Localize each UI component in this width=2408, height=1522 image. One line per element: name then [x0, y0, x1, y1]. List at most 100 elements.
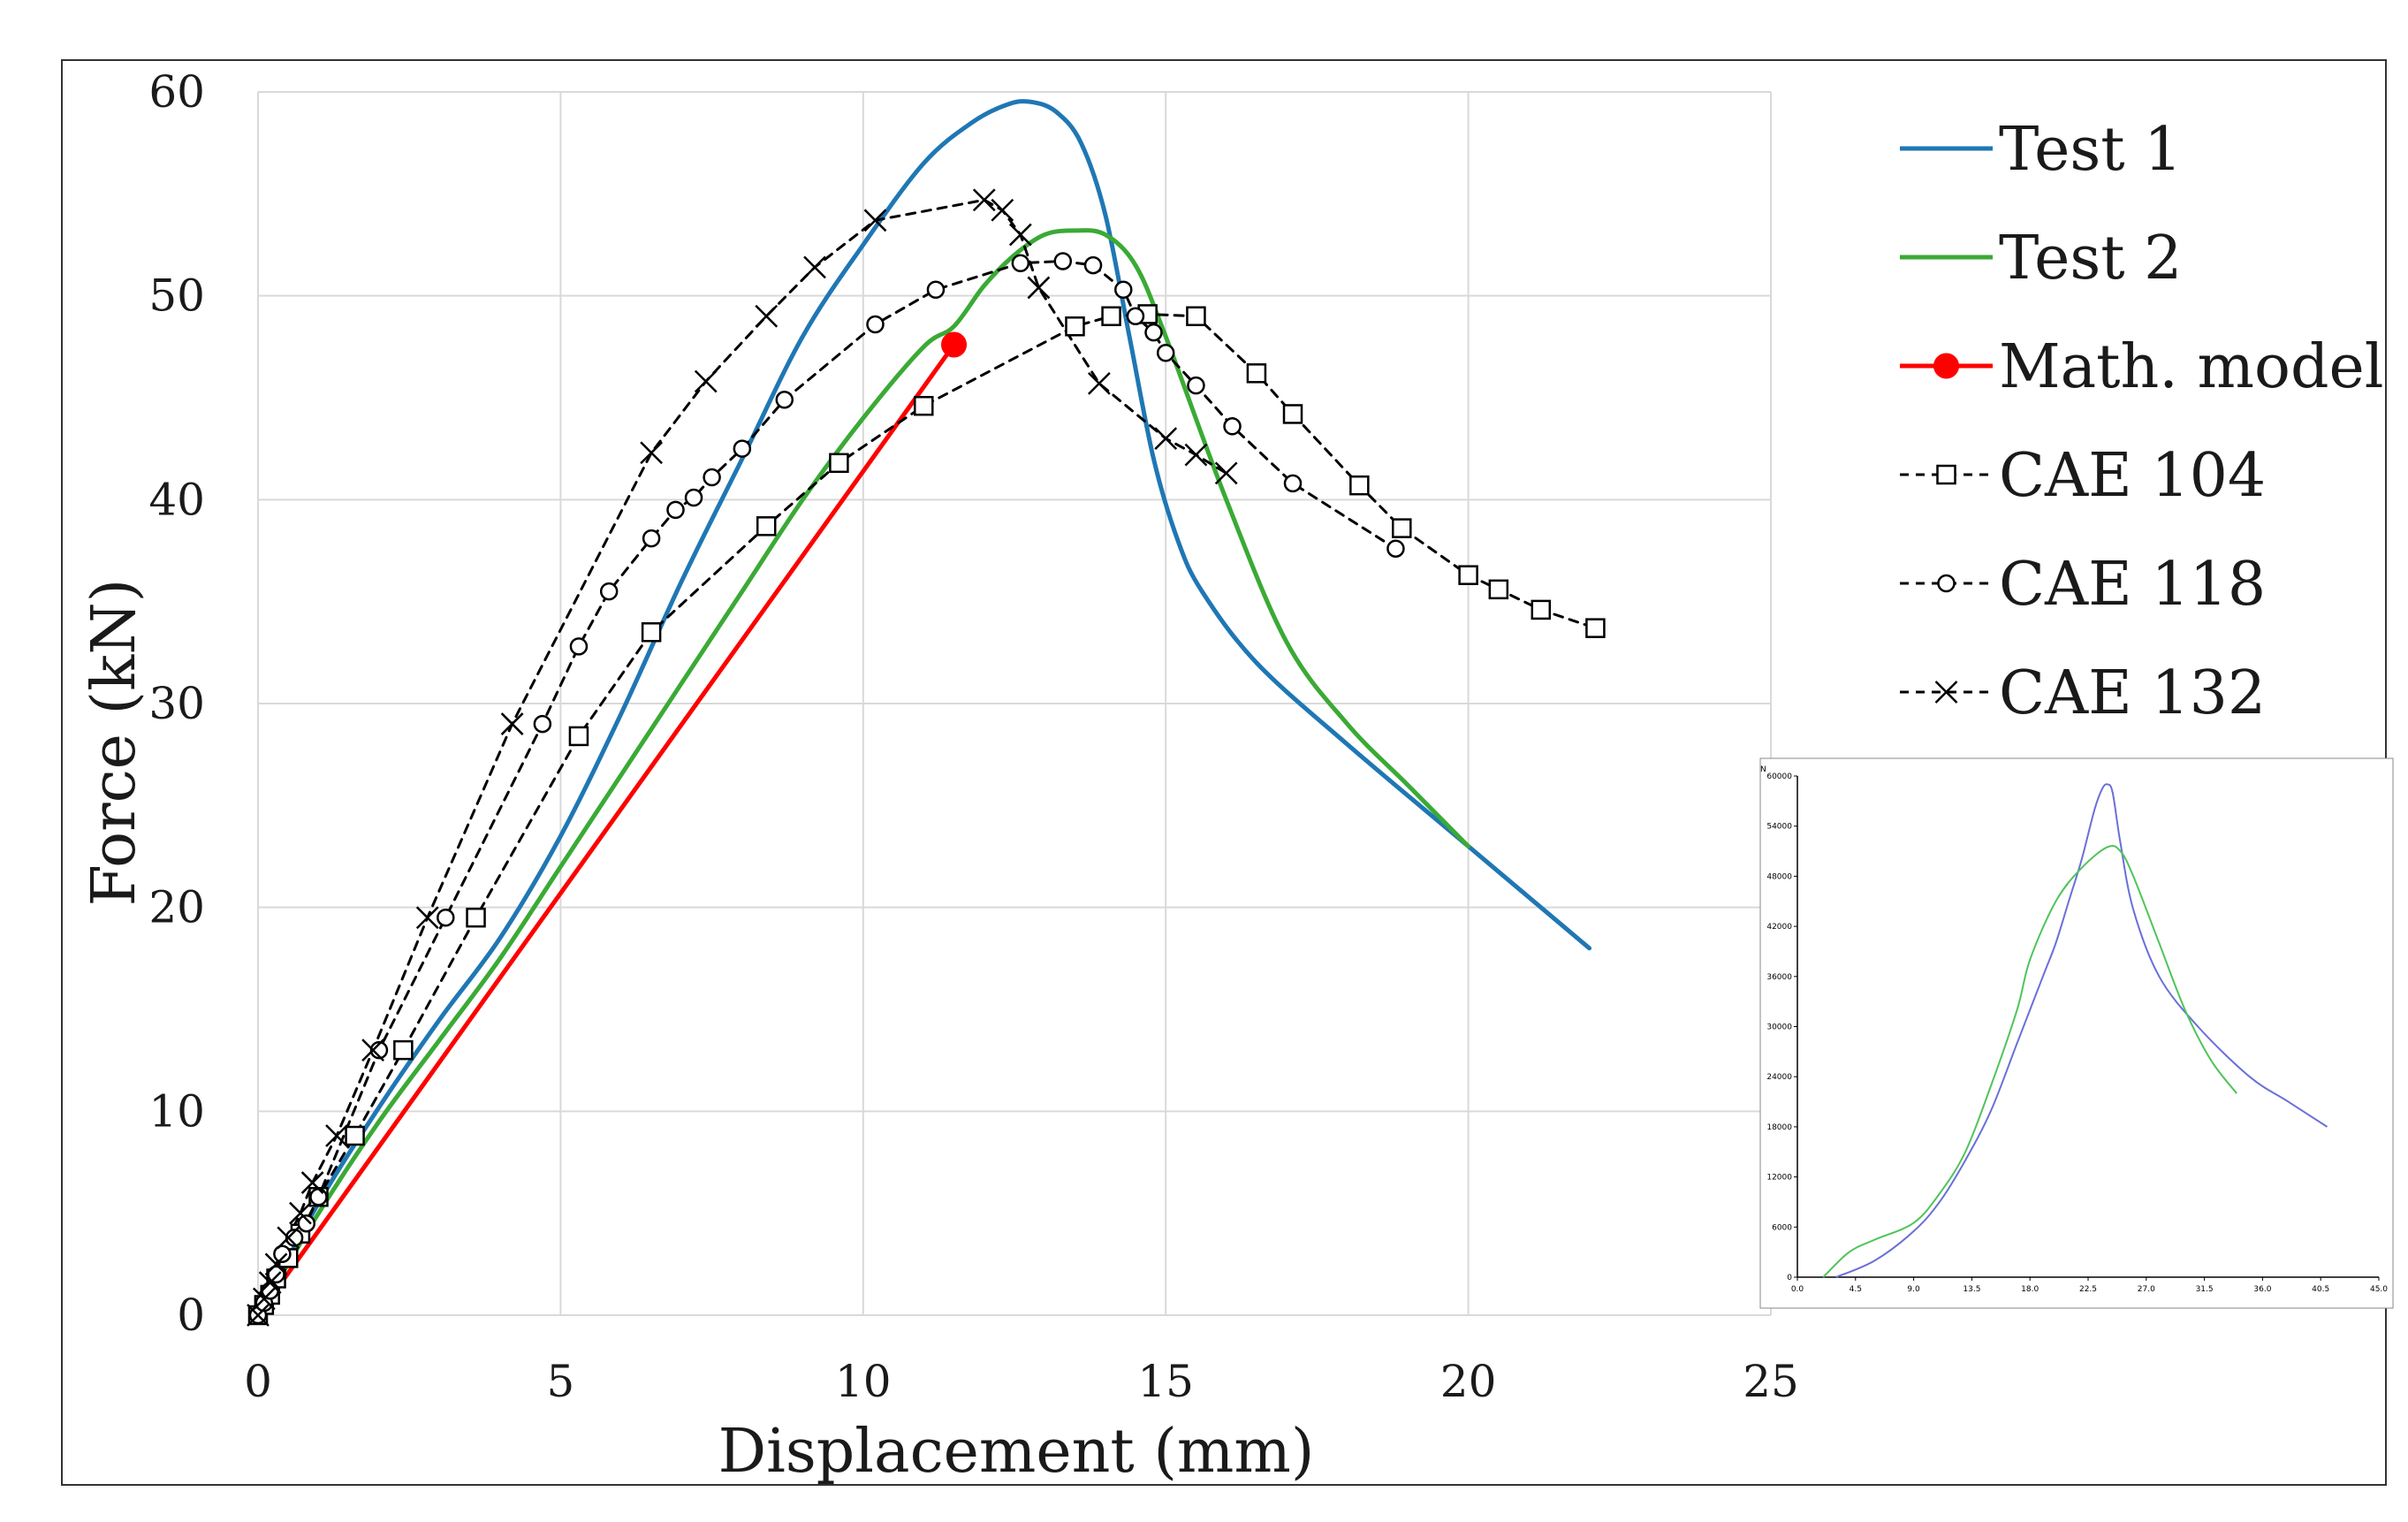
legend-item-test-2: Test 2 — [1900, 224, 2182, 293]
data-point-cae-104 — [829, 453, 849, 474]
data-point-cae-132 — [755, 304, 779, 328]
data-point-cae-132 — [1184, 443, 1208, 467]
x-tick-label: 10 — [835, 1356, 892, 1407]
data-point-cae-132 — [247, 1304, 270, 1327]
inset-y-tick-label: 36000 — [1766, 973, 1792, 982]
data-point-cae-132 — [277, 1226, 300, 1250]
data-point-cae-118 — [1053, 252, 1073, 270]
data-point-cae-132 — [1214, 461, 1238, 485]
inset-x-tick-label: 31.5 — [2196, 1285, 2214, 1294]
data-point-cae-132 — [640, 441, 664, 465]
series-line-math-model — [255, 342, 957, 1318]
inset-y-tick-label: 6000 — [1772, 1223, 1792, 1232]
data-point-cae-118 — [369, 1040, 389, 1060]
data-point-cae-104 — [1186, 306, 1206, 326]
data-point-cae-104 — [1531, 599, 1552, 620]
inset-axes: 0 6000 12000 18000 24000 30000 36000 42000 48000… — [1766, 772, 2388, 1294]
data-point-cae-104 — [1282, 404, 1303, 424]
data-point-cae-104 — [1101, 306, 1121, 326]
x-tick-label: 5 — [546, 1356, 574, 1407]
legend-marker — [1933, 353, 1959, 379]
inset-x-tick-label: 9.0 — [1907, 1285, 1920, 1294]
data-point-cae-132 — [694, 369, 718, 393]
legend-label: CAE 132 — [1999, 658, 2266, 728]
data-point-cae-132 — [361, 1039, 384, 1062]
data-point-cae-118 — [261, 1282, 279, 1300]
inset-x-tick-label: 0.0 — [1791, 1285, 1804, 1294]
legend-item-cae-132: CAE 132 — [1900, 658, 2266, 728]
data-point-cae-118 — [1126, 307, 1145, 325]
data-point-cae-132 — [252, 1287, 276, 1311]
legend: Test 1 Test 2 Math. model CAE 104 CAE 118 CAE… — [1900, 115, 2383, 728]
inset-y-tick-label: 54000 — [1766, 823, 1792, 832]
y-tick-label: 50 — [148, 270, 205, 322]
data-point-cae-118 — [684, 488, 703, 507]
legend-item-cae-104: CAE 104 — [1900, 441, 2266, 511]
data-point-cae-104 — [568, 726, 589, 747]
legend-label: Math. model — [1999, 332, 2383, 402]
legend-item-math-model: Math. model — [1900, 332, 2383, 402]
inset-chart: N 0 6000 12000 18000 24000 30000 36000 42000 480… — [1759, 757, 2394, 1309]
data-point-cae-132 — [972, 188, 996, 212]
inset-y-tick-label: 18000 — [1766, 1123, 1792, 1132]
data-point-cae-118 — [1083, 255, 1103, 275]
data-point-cae-118 — [1114, 280, 1133, 299]
data-point-cae-104 — [1246, 363, 1267, 384]
data-point-cae-104 — [1488, 579, 1509, 600]
data-point-cae-104 — [914, 395, 934, 416]
data-point-math-model — [941, 331, 968, 358]
legend-label: CAE 104 — [1999, 441, 2266, 511]
data-point-cae-132 — [258, 1271, 282, 1294]
data-point-cae-118 — [775, 391, 794, 409]
inset-x-tick-label: 4.5 — [1850, 1285, 1862, 1294]
inset-series — [1822, 783, 2328, 1278]
inset-y-tick-label: 24000 — [1766, 1073, 1792, 1082]
data-point-cae-118 — [273, 1244, 292, 1264]
inset-y-tick-label: 30000 — [1766, 1024, 1792, 1032]
inset-y-tick-label: 42000 — [1766, 923, 1792, 932]
inset-x-tick-label: 18.0 — [2021, 1285, 2039, 1294]
data-point-cae-104 — [345, 1125, 365, 1146]
inset-y-tick-label: 60000 — [1766, 772, 1792, 781]
data-point-cae-118 — [642, 529, 661, 548]
data-point-cae-118 — [866, 315, 885, 334]
y-tick-label: 60 — [148, 66, 205, 118]
series-line-test-1 — [255, 99, 1592, 1318]
inset-x-tick-label: 45.0 — [2370, 1285, 2388, 1294]
inset-x-tick-label: 22.5 — [2079, 1285, 2097, 1294]
legend-marker — [1936, 464, 1956, 485]
data-point-cae-118 — [437, 908, 455, 927]
series-line-cae-132 — [256, 198, 1228, 1317]
data-point-cae-132 — [1087, 371, 1111, 395]
data-point-cae-104 — [1585, 618, 1606, 638]
data-point-cae-118 — [703, 468, 721, 487]
data-point-cae-118 — [1156, 344, 1175, 362]
x-tick-label: 25 — [1743, 1356, 1799, 1407]
data-point-cae-118 — [666, 500, 685, 520]
inset-y-tick-label: 0 — [1787, 1274, 1792, 1282]
data-point-cae-118 — [1144, 323, 1163, 342]
data-point-cae-104 — [641, 622, 662, 643]
data-point-cae-118 — [1223, 417, 1242, 436]
inset-series-line-blue — [1835, 783, 2328, 1278]
y-tick-label: 0 — [177, 1290, 205, 1341]
data-point-cae-132 — [289, 1201, 312, 1225]
main-chart: 0 5 10 15 20 25 0 10 20 30 40 50 60 Displacement (mm… — [80, 66, 1799, 1487]
data-point-cae-104 — [393, 1039, 414, 1061]
inset-x-tick-label: 13.5 — [1963, 1285, 1980, 1294]
data-point-cae-132 — [300, 1171, 324, 1194]
y-tick-label: 30 — [148, 678, 205, 729]
y-tick-label: 10 — [148, 1085, 205, 1137]
data-point-cae-132 — [1008, 223, 1032, 247]
x-tick-label: 15 — [1137, 1356, 1194, 1407]
markers-layer — [247, 188, 1606, 1327]
data-point-cae-118 — [926, 280, 946, 299]
inset-y-unit: N — [1760, 765, 1766, 774]
inset-y-tick-label: 48000 — [1766, 872, 1792, 881]
data-point-cae-132 — [991, 198, 1014, 222]
data-point-cae-118 — [533, 714, 552, 734]
data-point-cae-118 — [1386, 539, 1405, 558]
data-point-cae-118 — [267, 1265, 285, 1284]
data-point-cae-132 — [803, 255, 826, 279]
